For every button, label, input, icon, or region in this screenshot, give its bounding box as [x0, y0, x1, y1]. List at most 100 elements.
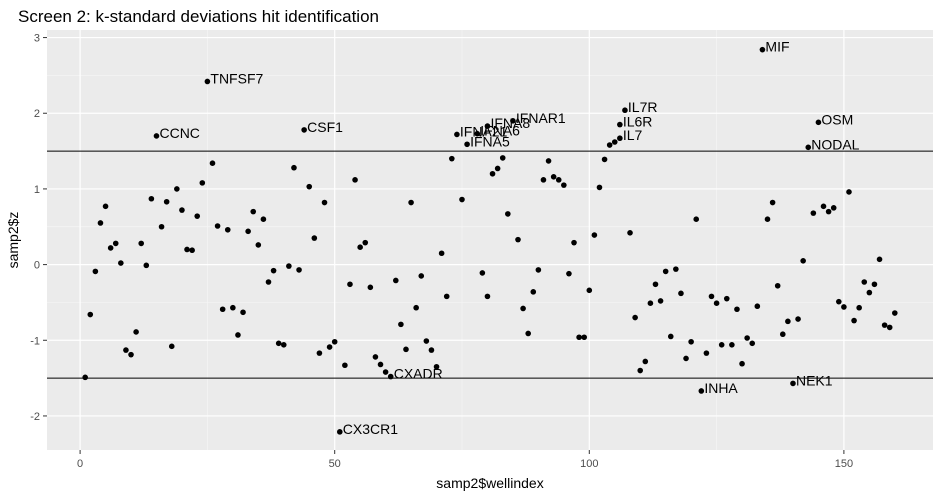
data-point — [713, 300, 720, 306]
data-point — [219, 306, 226, 313]
data-point — [245, 228, 251, 235]
labeled-data-point — [454, 131, 460, 138]
data-point — [367, 284, 374, 291]
data-point — [678, 290, 684, 297]
data-point — [688, 338, 694, 345]
data-point — [561, 182, 567, 188]
data-point — [250, 208, 257, 215]
point-label: CX3CR1 — [343, 421, 398, 437]
data-point — [230, 304, 236, 311]
x-tick-label: 150 — [835, 458, 853, 470]
data-point — [275, 340, 282, 347]
data-point — [224, 226, 231, 233]
chart-title: Screen 2: k-standard deviations hit iden… — [18, 7, 379, 26]
data-point — [260, 216, 267, 222]
data-point — [362, 239, 369, 246]
data-point — [184, 246, 190, 253]
data-point — [403, 346, 409, 353]
data-point — [316, 350, 323, 356]
data-point — [718, 342, 725, 348]
data-point — [611, 139, 618, 145]
labeled-data-point — [805, 144, 812, 151]
data-point — [576, 334, 582, 341]
data-point — [418, 273, 425, 279]
data-point — [652, 281, 659, 288]
data-point — [861, 279, 868, 285]
data-point — [209, 160, 216, 166]
data-point — [647, 300, 654, 306]
point-label: NEK1 — [796, 372, 833, 388]
data-point — [265, 279, 272, 285]
data-point — [449, 155, 455, 162]
data-points — [82, 46, 898, 435]
labeled-data-point — [204, 78, 211, 85]
point-label: IL7R — [628, 99, 658, 115]
data-point — [525, 330, 531, 337]
data-point — [494, 165, 501, 172]
data-point — [143, 262, 150, 269]
data-point — [703, 350, 710, 356]
data-point — [749, 340, 756, 347]
data-point — [830, 205, 837, 211]
data-point — [306, 183, 313, 190]
x-tick-label: 100 — [580, 458, 598, 470]
data-point — [433, 363, 440, 370]
data-point — [428, 347, 435, 353]
data-point — [499, 155, 506, 161]
data-point — [769, 199, 776, 206]
data-point — [825, 208, 832, 215]
data-point — [683, 355, 689, 362]
data-point — [189, 247, 195, 254]
data-point — [174, 186, 180, 192]
data-point — [892, 310, 898, 316]
data-point — [408, 199, 414, 206]
point-label: CCNC — [159, 125, 199, 141]
data-point — [296, 267, 302, 273]
data-point — [708, 293, 715, 300]
labeled-data-point — [336, 429, 343, 435]
data-point — [871, 281, 878, 288]
data-point — [606, 142, 613, 148]
data-point — [489, 170, 496, 177]
data-point — [438, 250, 445, 257]
data-point — [591, 232, 598, 238]
data-point — [734, 306, 740, 313]
data-point — [876, 256, 883, 263]
data-point — [550, 174, 557, 180]
data-point — [352, 177, 358, 183]
labeled-data-point — [698, 388, 705, 394]
point-label: CSF1 — [307, 119, 343, 135]
data-point — [886, 324, 893, 331]
data-point — [820, 203, 827, 210]
data-point — [87, 311, 94, 318]
data-point — [530, 289, 537, 295]
data-point — [535, 267, 542, 273]
point-label: IL6R — [623, 114, 653, 130]
data-point — [280, 342, 287, 348]
data-point — [331, 338, 338, 345]
data-point — [566, 270, 572, 277]
y-tick-label: 3 — [34, 33, 40, 45]
data-point — [723, 295, 730, 302]
data-point — [515, 236, 521, 243]
data-point — [382, 369, 389, 375]
data-point — [377, 361, 384, 368]
data-point — [856, 304, 862, 311]
data-point — [123, 347, 129, 353]
data-point — [92, 268, 99, 275]
data-point — [240, 309, 246, 316]
data-point — [693, 216, 700, 222]
data-point — [627, 230, 633, 236]
data-point — [632, 314, 638, 321]
labeled-data-point — [815, 119, 822, 126]
point-label: OSM — [821, 111, 853, 127]
x-tick-label: 50 — [329, 458, 341, 470]
data-point — [423, 338, 430, 344]
labeled-data-point — [617, 121, 623, 128]
data-point — [214, 223, 221, 229]
point-label: IFNAR1 — [516, 110, 566, 126]
labeled-data-point — [790, 380, 796, 387]
data-point — [443, 293, 450, 300]
labeled-data-point — [474, 130, 481, 137]
point-label: CXADR — [394, 366, 443, 382]
